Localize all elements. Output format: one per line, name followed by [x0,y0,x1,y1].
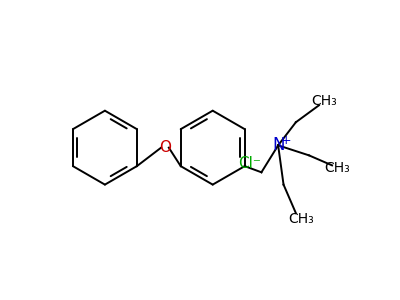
Text: Cl⁻: Cl⁻ [238,155,261,170]
Text: CH₃: CH₃ [324,161,350,176]
Text: +: + [280,134,291,147]
Text: O: O [159,140,171,155]
Text: CH₃: CH₃ [288,212,314,226]
Text: CH₃: CH₃ [312,94,337,108]
Text: N: N [272,136,284,154]
